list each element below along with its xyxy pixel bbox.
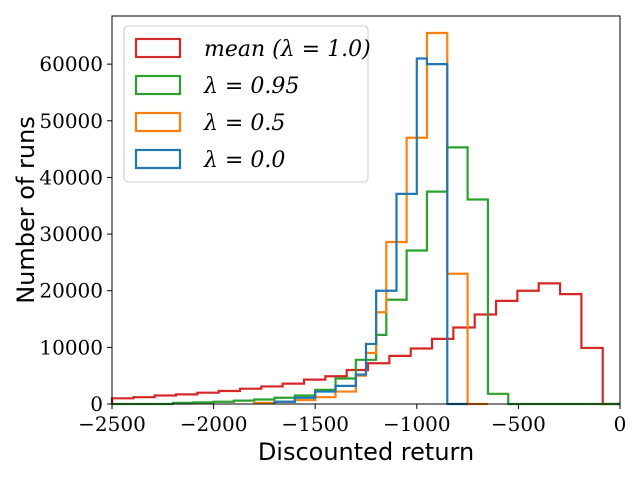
legend: mean (λ = 1.0) λ = 0.95 λ = 0.5 λ = 0.0	[123, 25, 371, 183]
plot-frame	[111, 15, 621, 405]
legend-entry-label: λ = 0.5	[203, 111, 285, 136]
y-axis-label: Number of runs	[12, 116, 40, 304]
y-tick-label: 60000	[39, 52, 103, 76]
legend-entry-label: mean (λ = 1.0)	[204, 37, 371, 62]
x-axis: −2500 −2000 −1500 −1000 −500 0	[78, 404, 626, 436]
legend-swatch	[134, 74, 182, 96]
x-tick-label: −1500	[281, 412, 349, 436]
y-tick-label: 10000	[39, 335, 103, 359]
legend-entry-label: λ = 0.0	[203, 148, 285, 173]
legend-box	[123, 25, 369, 183]
y-axis: 0 10000 20000 30000 40000 50000 60000	[39, 52, 112, 416]
plot-series	[110, 31, 620, 406]
x-tick-label: −500	[491, 412, 546, 436]
series-line-0	[110, 282, 620, 406]
y-tick-label: 20000	[39, 279, 103, 303]
x-tick-label: −2500	[78, 412, 146, 436]
x-tick-label: −1000	[383, 412, 451, 436]
y-tick-label: 0	[90, 392, 103, 416]
y-tick-label: 50000	[39, 109, 103, 133]
legend-swatch	[134, 148, 182, 170]
legend-entry-label: λ = 0.95	[203, 74, 299, 99]
x-axis-label: Discounted return	[258, 438, 474, 466]
y-tick-label: 30000	[39, 222, 103, 246]
x-tick-label: 0	[614, 412, 627, 436]
x-tick-label: −2000	[180, 412, 248, 436]
legend-swatch	[134, 37, 182, 59]
series-line-3	[273, 57, 468, 406]
legend-swatch	[134, 111, 182, 133]
y-tick-label: 40000	[39, 165, 103, 189]
